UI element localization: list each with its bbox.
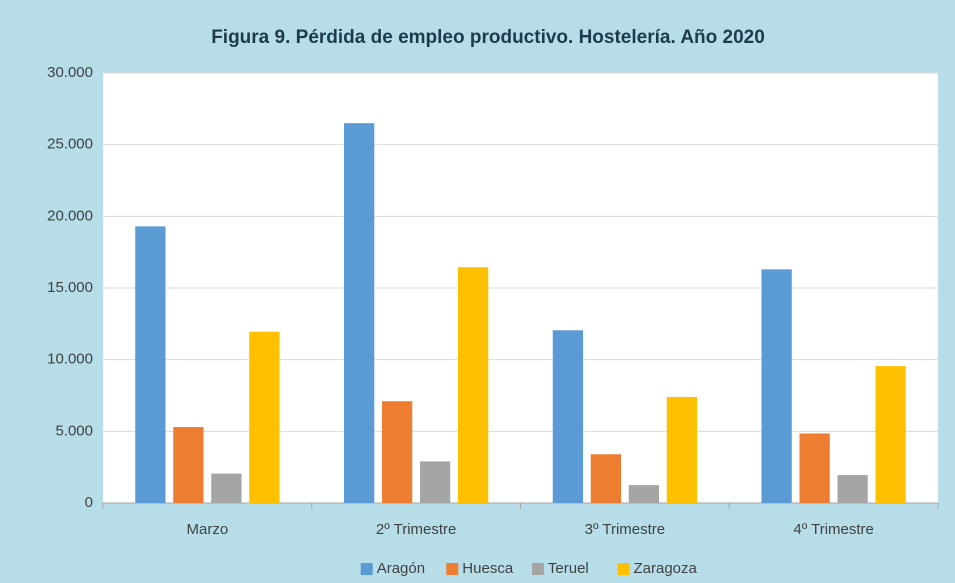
legend-swatch: [446, 563, 459, 575]
bar: [173, 427, 204, 503]
y-tick-label: 10.000: [47, 351, 93, 368]
x-tick-label: 3º Trimestre: [585, 521, 666, 538]
x-tick-label: Marzo: [187, 521, 229, 538]
bar: [552, 330, 584, 503]
y-tick-label: 0: [85, 494, 93, 511]
bar: [666, 396, 697, 503]
bar: [344, 123, 375, 504]
y-tick-label: 30.000: [47, 64, 93, 81]
bar: [211, 473, 242, 503]
y-tick-label: 25.000: [47, 136, 93, 153]
legend-label: Aragón: [377, 560, 425, 577]
bar: [761, 269, 792, 503]
y-tick-label: 5.000: [55, 422, 93, 439]
bar: [875, 366, 906, 503]
chart-title: Figura 9. Pérdida de empleo productivo. …: [211, 27, 765, 48]
legend-label: Huesca: [462, 560, 514, 577]
y-tick-label: 20.000: [47, 207, 93, 224]
x-tick-label: 4º Trimestre: [793, 521, 874, 538]
bar: [799, 433, 830, 503]
legend-swatch: [360, 563, 373, 575]
bar: [590, 454, 622, 503]
y-tick-label: 15.000: [47, 279, 93, 296]
bar: [419, 461, 451, 503]
bar: [135, 226, 166, 503]
bar: [837, 475, 868, 503]
x-tick-label: 2º Trimestre: [376, 521, 457, 538]
bar: [249, 331, 280, 503]
legend-label: Zaragoza: [634, 560, 698, 577]
bar: [457, 267, 489, 503]
bar: [628, 485, 660, 503]
legend-label: Teruel: [548, 560, 589, 577]
bar: [381, 401, 413, 503]
legend-swatch: [617, 563, 630, 575]
legend-swatch: [531, 563, 544, 575]
